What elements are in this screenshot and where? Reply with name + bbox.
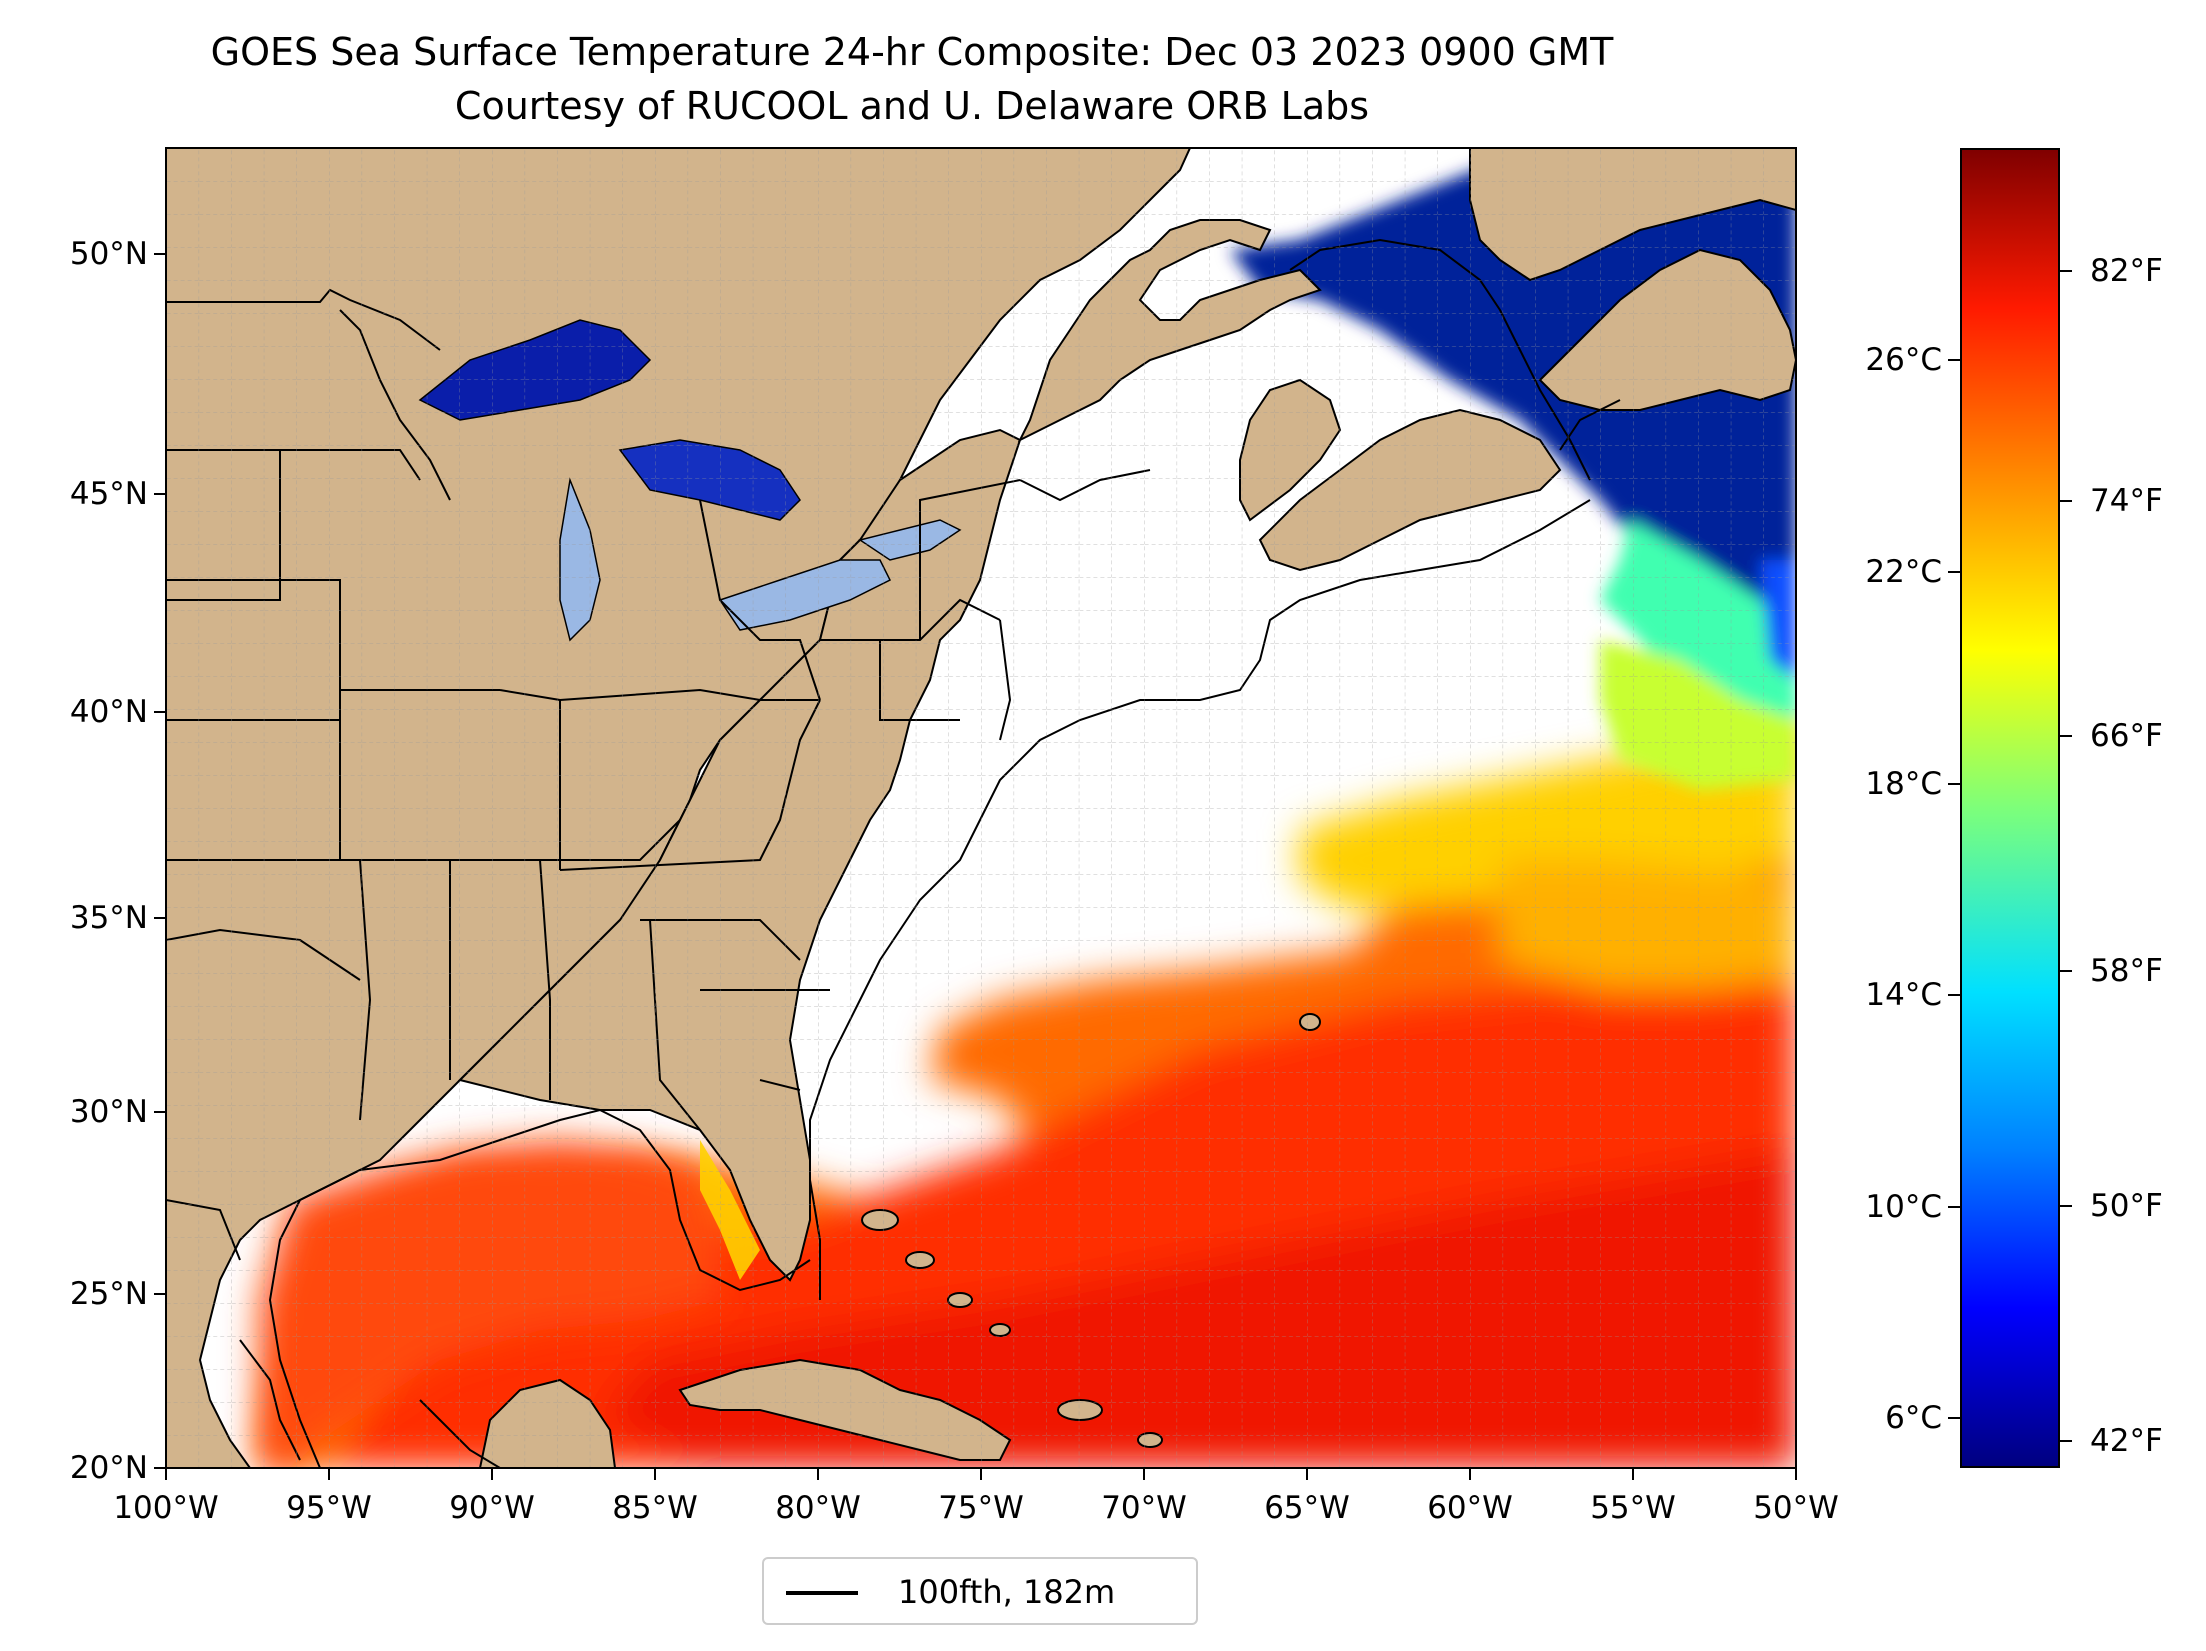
lat-label-30: 30°N: [69, 1094, 148, 1130]
cb-tick-26c: [1948, 359, 1960, 361]
lon-label-55w: 55°W: [1590, 1490, 1676, 1526]
lon-label-65w: 65°W: [1264, 1490, 1350, 1526]
lon-label-90w: 90°W: [449, 1490, 535, 1526]
cb-label-42f: 42°F: [2090, 1423, 2163, 1459]
cb-tick-14c: [1948, 994, 1960, 996]
legend-line-swatch: [786, 1591, 858, 1595]
legend: 100fth, 182m: [762, 1557, 1198, 1625]
temperature-colorbar: [1960, 148, 2060, 1468]
lat-label-40: 40°N: [69, 694, 148, 730]
cb-label-66f: 66°F: [2090, 718, 2163, 754]
cb-tick-18c: [1948, 783, 1960, 785]
lon-label-70w: 70°W: [1101, 1490, 1187, 1526]
cb-label-26c: 26°C: [1865, 342, 1942, 378]
cb-label-6c: 6°C: [1885, 1400, 1942, 1436]
cb-tick-66f: [2060, 735, 2072, 737]
lat-label-45: 45°N: [69, 476, 148, 512]
cb-label-10c: 10°C: [1865, 1189, 1942, 1225]
cb-tick-6c: [1948, 1417, 1960, 1419]
legend-label: 100fth, 182m: [898, 1573, 1116, 1611]
cb-tick-50f: [2060, 1205, 2072, 1207]
cb-tick-22c: [1948, 571, 1960, 573]
cb-label-18c: 18°C: [1865, 766, 1942, 802]
map-subtitle: Courtesy of RUCOOL and U. Delaware ORB L…: [454, 84, 1370, 128]
lat-label-25: 25°N: [69, 1276, 148, 1312]
map-title: GOES Sea Surface Temperature 24-hr Compo…: [210, 30, 1614, 74]
cb-tick-42f: [2060, 1440, 2072, 1442]
lon-label-60w: 60°W: [1427, 1490, 1513, 1526]
axis-ticks: [154, 253, 1797, 1480]
cb-label-58f: 58°F: [2090, 953, 2163, 989]
graticule: [166, 148, 1796, 1468]
lon-label-100w: 100°W: [113, 1490, 219, 1526]
cb-tick-58f: [2060, 970, 2072, 972]
lat-label-50: 50°N: [69, 236, 148, 272]
lon-label-50w: 50°W: [1753, 1490, 1839, 1526]
cb-label-22c: 22°C: [1865, 554, 1942, 590]
lon-label-85w: 85°W: [612, 1490, 698, 1526]
cb-tick-82f: [2060, 270, 2072, 272]
cb-label-74f: 74°F: [2090, 483, 2163, 519]
lon-label-75w: 75°W: [938, 1490, 1024, 1526]
cb-tick-74f: [2060, 500, 2072, 502]
cb-tick-10c: [1948, 1206, 1960, 1208]
lat-label-35: 35°N: [69, 900, 148, 936]
lon-label-80w: 80°W: [775, 1490, 861, 1526]
lat-label-20: 20°N: [69, 1450, 148, 1486]
lon-label-95w: 95°W: [286, 1490, 372, 1526]
cb-label-14c: 14°C: [1865, 977, 1942, 1013]
cb-label-82f: 82°F: [2090, 253, 2163, 289]
cb-label-50f: 50°F: [2090, 1188, 2163, 1224]
